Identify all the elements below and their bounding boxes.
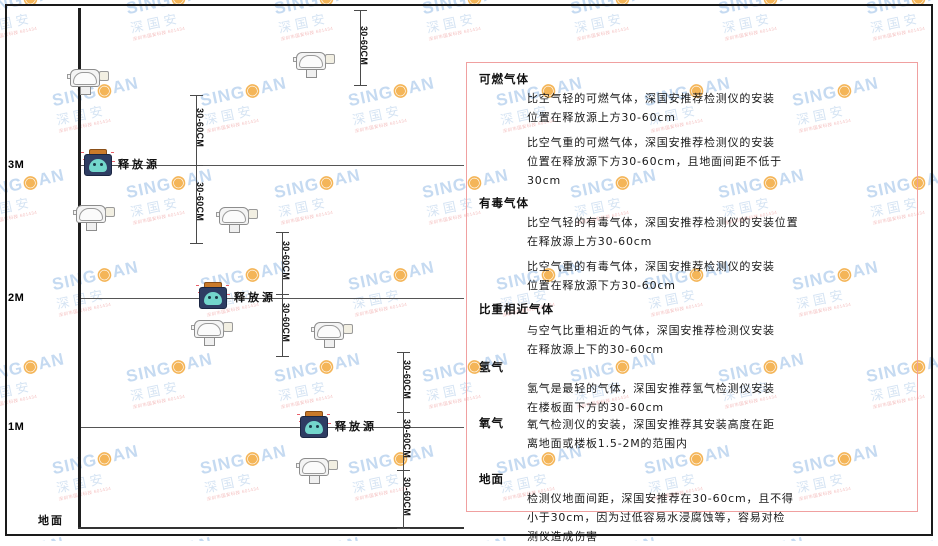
release-source-label: 释放源	[335, 420, 377, 433]
paragraph-line: 比空气轻的可燃气体，深国安推荐检测仪的安装	[527, 92, 775, 105]
section-heading-wrap: 氧气	[479, 415, 504, 431]
release-source-icon	[196, 282, 230, 312]
gas-detector-icon	[190, 318, 234, 352]
dimension-stroke	[360, 10, 361, 85]
level-line	[81, 165, 464, 166]
dimension-stroke	[196, 165, 197, 243]
dimension-tick	[354, 85, 367, 86]
dimension-label: 30-60CM	[281, 241, 291, 281]
dimension-stroke	[196, 95, 197, 165]
dimension-label: 30-60CM	[402, 419, 412, 459]
section-paragraph: 比空气重的可燃气体，深国安推荐检测仪的安装 位置在释放源下方30-60cm，且地面…	[527, 133, 782, 190]
paragraph-line: 位置在释放源下方30-60cm	[527, 279, 676, 292]
dimension-tick	[276, 294, 289, 295]
section-paragraph: 比空气轻的有毒气体，深国安推荐检测仪的安装位置 在释放源上方30-60cm	[527, 213, 798, 251]
section-paragraph: 与空气比重相近的气体，深国安推荐检测仪安装 在释放源上下的30-60cm	[527, 321, 775, 359]
dimension-tick	[190, 243, 203, 244]
dimension-tick	[190, 95, 203, 96]
dimension-label: 30-60CM	[359, 25, 369, 65]
paragraph-line: 氧气检测仪的安装，深国安推荐其安装高度在距	[527, 418, 775, 431]
paragraph-line: 在释放源上方30-60cm	[527, 235, 653, 248]
paragraph-line: 比空气重的可燃气体，深国安推荐检测仪的安装	[527, 136, 775, 149]
release-source-label: 释放源	[234, 291, 276, 304]
dimension-label: 30-60CM	[195, 108, 205, 148]
dimension-tick	[397, 470, 410, 471]
section-heading: 氢气	[479, 360, 504, 374]
section-heading: 可燃气体	[479, 72, 529, 86]
section-heading: 比重相近气体	[479, 302, 554, 316]
section-heading: 氧气	[479, 416, 504, 430]
axis-label-1m: 1M	[8, 421, 25, 433]
dimension-tick	[397, 352, 410, 353]
dimension-label: 30-60CM	[195, 182, 205, 222]
paragraph-line: 位置在释放源下方30-60cm，且地面间距不低于	[527, 155, 782, 168]
gas-detector-icon	[215, 205, 259, 239]
section-heading-wrap: 可燃气体	[479, 71, 529, 87]
ground-label: 地面	[38, 514, 64, 527]
dimension-stroke	[403, 352, 404, 412]
paragraph-line: 30cm	[527, 174, 561, 187]
dimension-tick	[276, 232, 289, 233]
outer-frame	[5, 4, 933, 536]
installation-guidelines-panel: 可燃气体比空气轻的可燃气体，深国安推荐检测仪的安装 位置在释放源上方30-60cm…	[466, 62, 918, 543]
dimension-stroke	[282, 294, 283, 356]
height-scale-diagram: 3M 2M 1M 30-60CM 30-60CM 30-60CM 30-60CM 30-60…	[0, 0, 470, 541]
section-paragraph: 比空气重的有毒气体，深国安推荐检测仪的安装 位置在释放源下方30-60cm	[527, 257, 775, 295]
section-paragraph: 氧气检测仪的安装，深国安推荐其安装高度在距 离地面或楼板1.5-2M的范围内	[527, 415, 775, 453]
paragraph-line: 氢气是最轻的气体，深国安推荐氢气检测仪安装	[527, 382, 775, 395]
gas-detector-icon	[310, 320, 354, 354]
paragraph-line: 比空气重的有毒气体，深国安推荐检测仪的安装	[527, 260, 775, 273]
release-source-icon	[297, 411, 331, 441]
level-line	[81, 427, 464, 428]
dimension-label: 30-60CM	[281, 303, 291, 343]
dimension-tick	[397, 528, 410, 529]
section-paragraph: 氢气是最轻的气体，深国安推荐氢气检测仪安装 在楼板面下方的30-60cm	[527, 379, 775, 417]
gas-detector-icon	[295, 456, 339, 490]
axis-label-3m: 3M	[8, 159, 25, 171]
paragraph-line: 位置在释放源上方30-60cm	[527, 111, 676, 124]
paragraph-line: 比空气轻的有毒气体，深国安推荐检测仪的安装位置	[527, 216, 799, 229]
paragraph-line: 在楼板面下方的30-60cm	[527, 401, 664, 414]
dimension-tick	[354, 10, 367, 11]
dimension-tick	[190, 165, 203, 166]
release-source-icon	[81, 149, 115, 179]
dimension-stroke	[403, 412, 404, 470]
section-heading: 有毒气体	[479, 196, 529, 210]
release-source-label: 释放源	[118, 158, 160, 171]
dimension-label: 30-60CM	[402, 477, 412, 517]
paragraph-line: 与空气比重相近的气体，深国安推荐检测仪安装	[527, 324, 775, 337]
gas-detector-icon	[292, 50, 336, 84]
ground-line	[78, 527, 464, 529]
section-heading: 地面	[479, 472, 504, 486]
paragraph-line: 在释放源上下的30-60cm	[527, 343, 664, 356]
paragraph-line: 离地面或楼板1.5-2M的范围内	[527, 437, 688, 450]
dimension-label: 30-60CM	[402, 360, 412, 400]
level-line	[81, 298, 464, 299]
section-paragraph: 比空气轻的可燃气体，深国安推荐检测仪的安装 位置在释放源上方30-60cm	[527, 89, 775, 127]
section-heading-wrap: 有毒气体	[479, 195, 529, 211]
section-heading-wrap: 氢气	[479, 359, 504, 375]
gas-detector-icon	[66, 67, 110, 101]
dimension-stroke	[282, 232, 283, 294]
paragraph-line: 测仪造成伤害	[527, 530, 598, 543]
section-heading-wrap: 地面	[479, 471, 504, 487]
dimension-stroke	[403, 470, 404, 528]
axis-label-2m: 2M	[8, 292, 25, 304]
dimension-tick	[397, 412, 410, 413]
section-heading-wrap: 比重相近气体	[479, 301, 554, 317]
dimension-tick	[276, 356, 289, 357]
vertical-axis	[78, 8, 81, 528]
gas-detector-icon	[72, 203, 116, 237]
section-paragraph: 检测仪地面间距，深国安推荐在30-60cm，且不得 小于30cm，因为过低容易水浸…	[527, 489, 794, 546]
paragraph-line: 小于30cm，因为过低容易水浸腐蚀等，容易对检	[527, 511, 786, 524]
paragraph-line: 检测仪地面间距，深国安推荐在30-60cm，且不得	[527, 492, 794, 505]
